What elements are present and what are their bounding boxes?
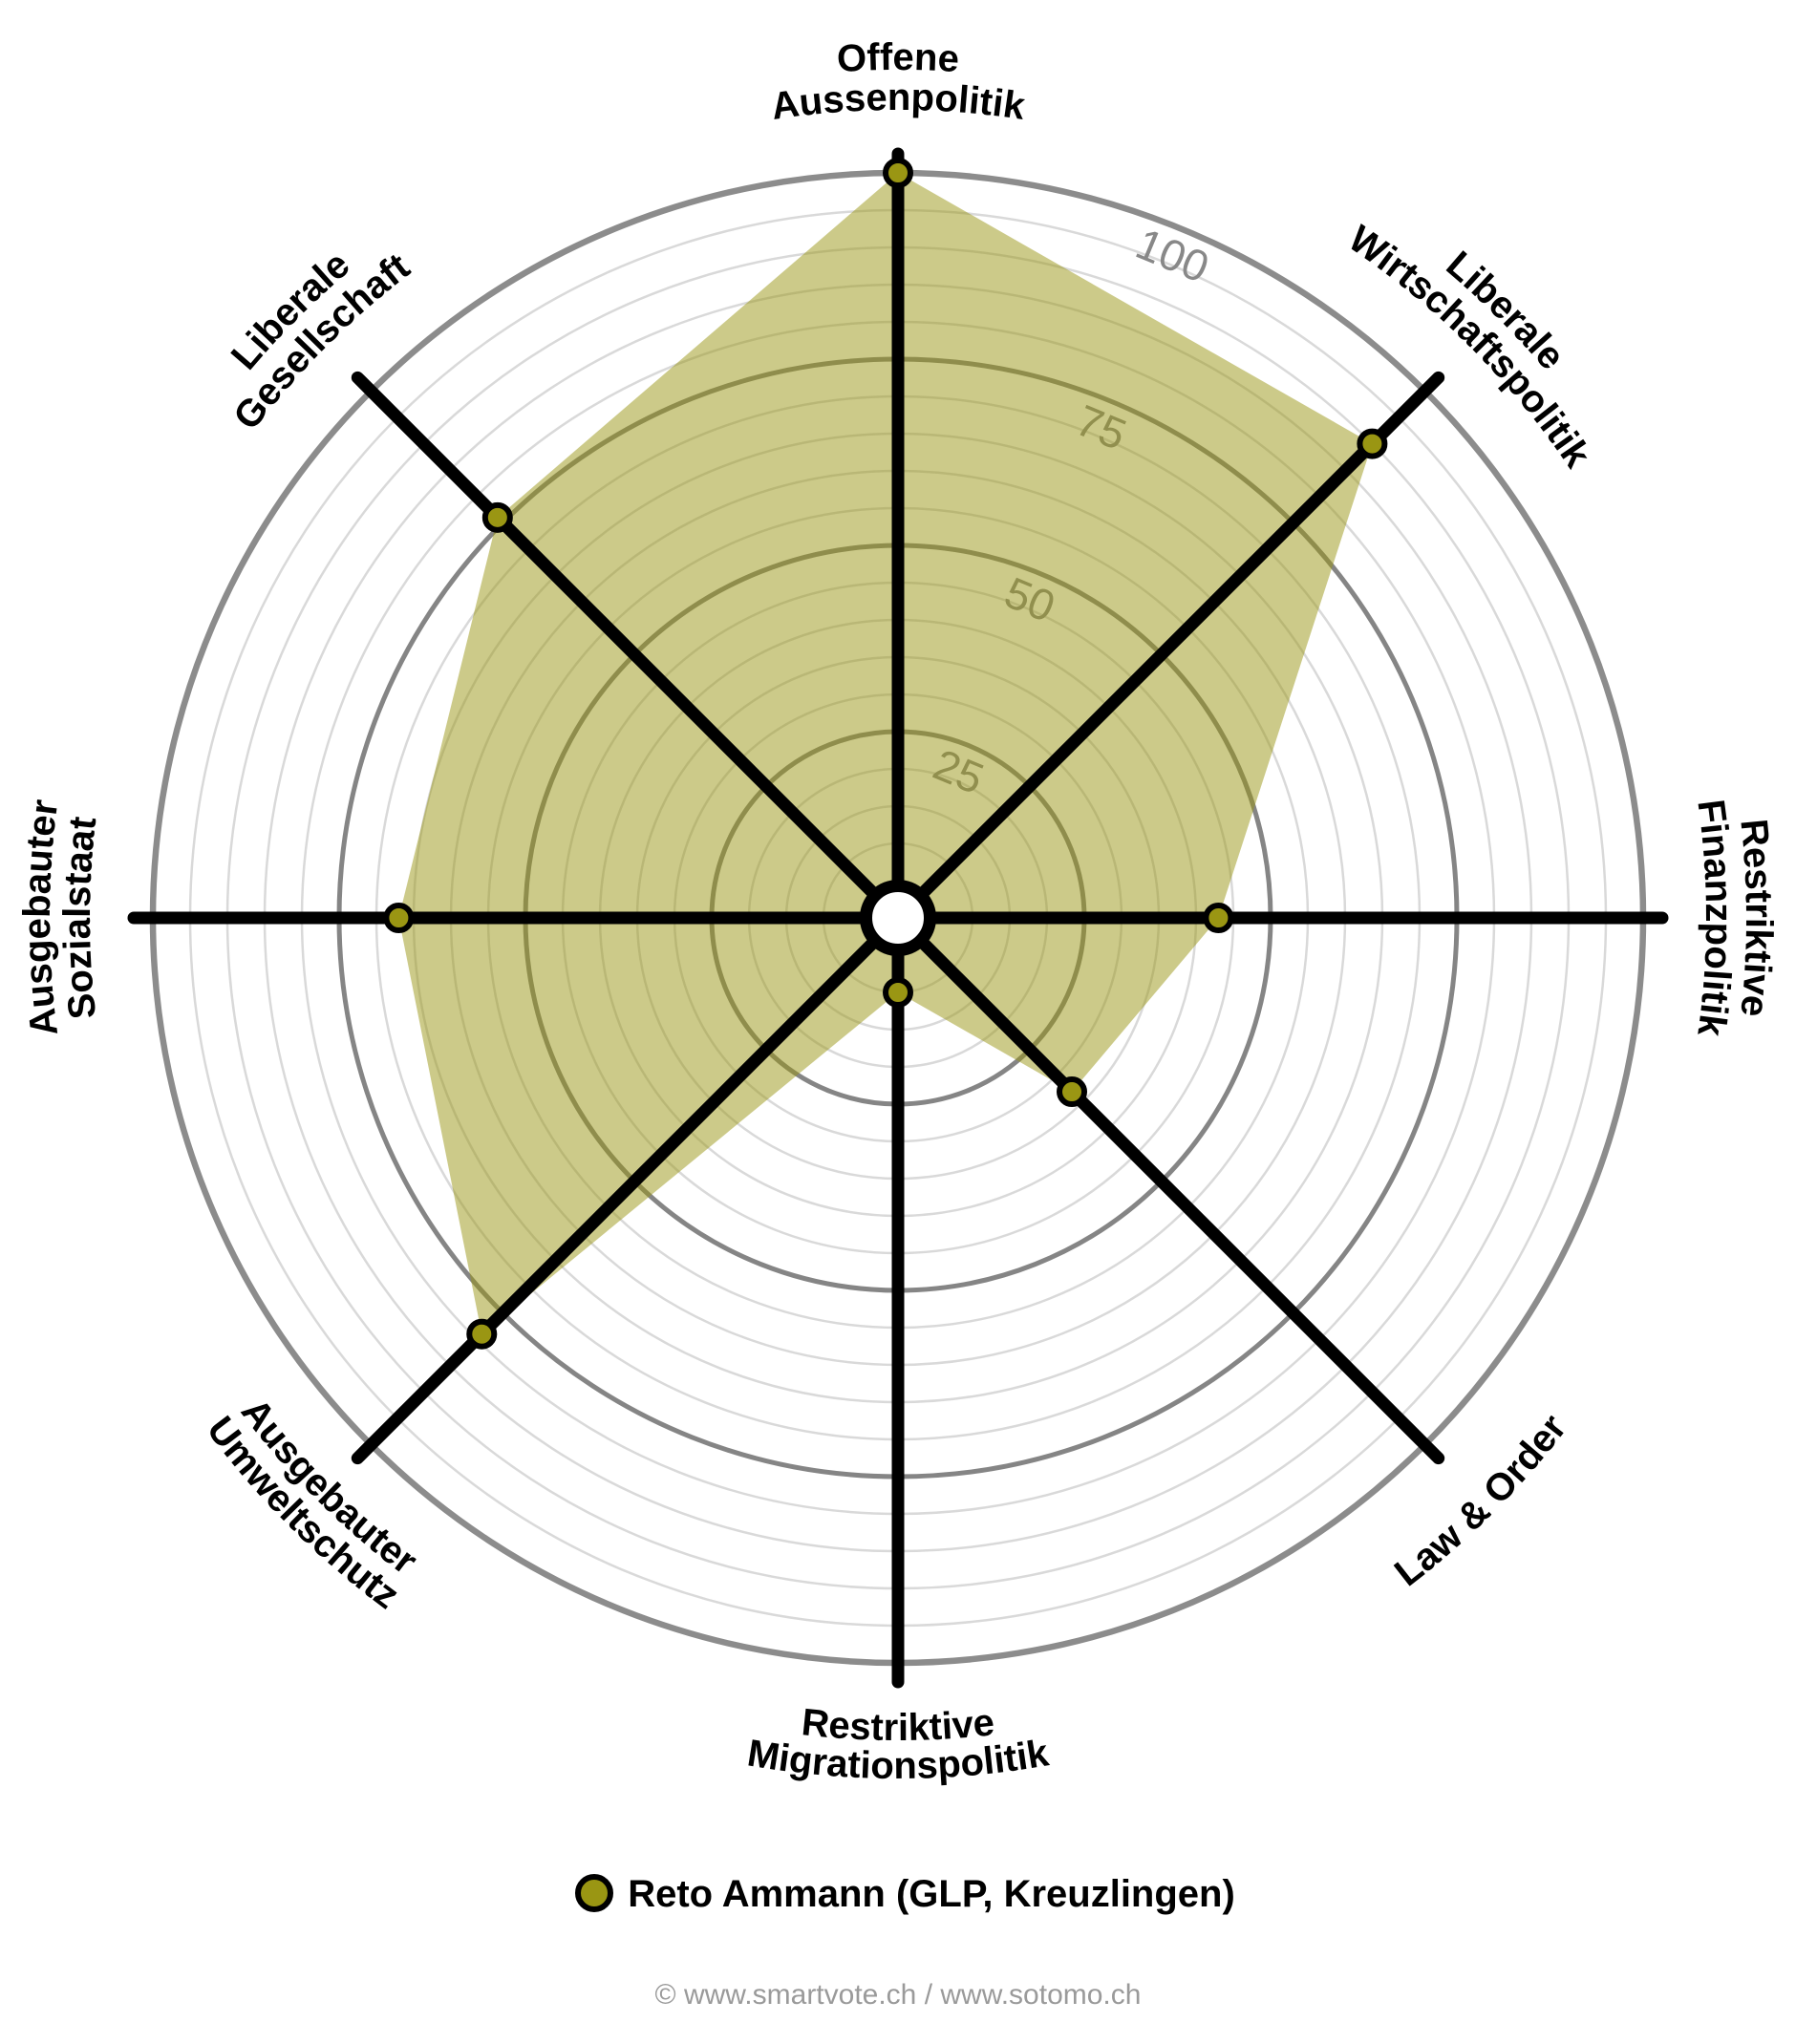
legend-dot-icon bbox=[575, 1874, 613, 1912]
data-point-ausgebauter-umweltschutz bbox=[466, 1318, 498, 1350]
data-points bbox=[383, 158, 1388, 1350]
axis-label-restriktive-finanzpolitik-line2: Finanzpolitik bbox=[1689, 798, 1740, 1040]
axis-label-restriktive-migrationspolitik-line1: Restriktive bbox=[800, 1701, 996, 1749]
center-hub bbox=[860, 880, 936, 956]
data-point-restriktive-finanzpolitik bbox=[1203, 903, 1234, 933]
center-hub-circle bbox=[860, 880, 936, 956]
axis-label-offene-aussenpolitik-line2: Aussenpolitik bbox=[769, 76, 1029, 128]
candidate-area bbox=[398, 173, 1373, 1334]
axis-line-ausgebauter-umweltschutz bbox=[351, 911, 905, 1465]
axis-line-law-and-order bbox=[891, 911, 1445, 1465]
axis-lines bbox=[127, 147, 1669, 1689]
legend-label: Reto Ammann (GLP, Kreuzlingen) bbox=[628, 1873, 1235, 1915]
axis-line-liberale-wirtschaftspolitik bbox=[891, 371, 1445, 925]
data-point-liberale-wirtschaftspolitik bbox=[1357, 428, 1388, 459]
axis-label-ausgebauter-sozialstaat-line1: Ausgebauter bbox=[16, 798, 66, 1039]
footer-credit: © www.smartvote.ch / www.sotomo.ch bbox=[655, 1979, 1142, 2011]
axis-label-ausgebauter-sozialstaat-line2: Sozialstaat bbox=[56, 815, 104, 1021]
legend: Reto Ammann (GLP, Kreuzlingen) bbox=[575, 1873, 1235, 1915]
ring-label-100: 100 bbox=[1129, 218, 1216, 291]
data-point-liberale-gesellschaft bbox=[481, 501, 513, 533]
data-point-offene-aussenpolitik bbox=[883, 158, 913, 188]
axis-line-liberale-gesellschaft bbox=[351, 371, 905, 925]
data-point-ausgebauter-sozialstaat bbox=[383, 903, 415, 933]
candidate-polygon bbox=[398, 173, 1373, 1334]
axis-label-offene-aussenpolitik-line1: Offene bbox=[836, 36, 960, 80]
data-point-law-and-order bbox=[1057, 1076, 1088, 1108]
data-point-restriktive-migrationspolitik bbox=[883, 977, 913, 1008]
